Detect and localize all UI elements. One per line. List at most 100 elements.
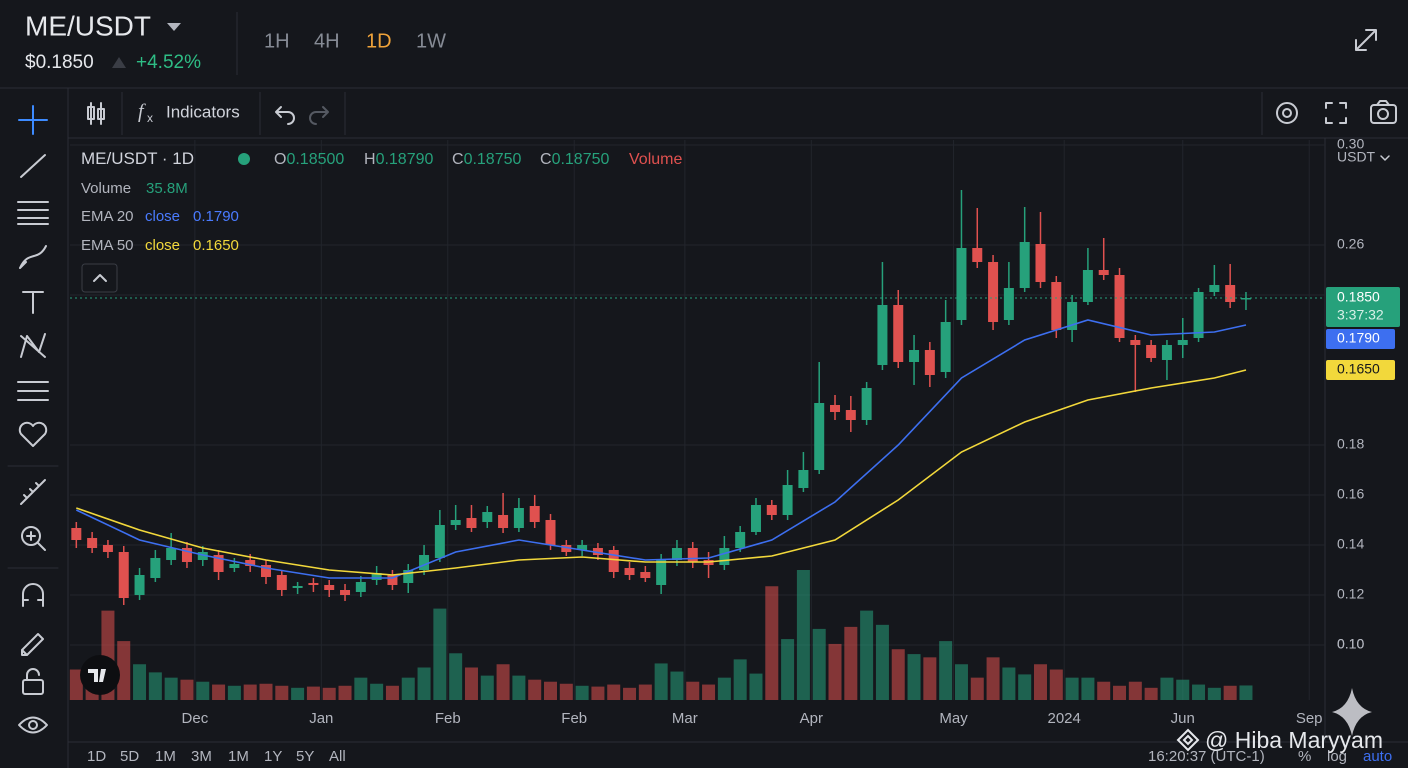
range-button[interactable]: 1D [87, 748, 106, 765]
range-button[interactable]: All [329, 748, 346, 765]
trend-line-tool[interactable] [20, 154, 46, 178]
zoom-tool[interactable] [21, 526, 41, 546]
volume-bar [623, 687, 637, 700]
candle-body [1067, 302, 1078, 330]
legend-ema50: EMA 50 close 0.1650 [81, 237, 239, 254]
screenshot[interactable] [1370, 100, 1397, 124]
indicators-icon[interactable]: f [138, 101, 146, 123]
ohlc-key: C [540, 151, 552, 168]
sparkle [1332, 688, 1372, 736]
volume-bar [354, 677, 368, 700]
candle-body [513, 508, 524, 528]
settings[interactable] [1276, 102, 1298, 124]
volume-bar [654, 663, 668, 700]
percent-toggle[interactable]: % [1298, 748, 1311, 765]
timeframe[interactable]: 4H [314, 30, 340, 52]
chart-type-icon[interactable] [87, 102, 105, 125]
volume-bar [607, 684, 621, 700]
volume-bar [401, 677, 415, 700]
ruler-tool[interactable] [20, 479, 46, 505]
candle-body [403, 570, 414, 583]
volume-bar [1192, 684, 1206, 700]
visibility-tool[interactable] [18, 716, 48, 734]
range-button[interactable]: 3M [191, 748, 212, 765]
range-button[interactable]: 1M [228, 748, 249, 765]
lock-tool[interactable] [22, 679, 44, 695]
timeframe[interactable]: 1H [264, 30, 290, 52]
candle-body [940, 322, 951, 372]
candle-body [434, 525, 445, 558]
crosshair-tool[interactable] [18, 105, 48, 135]
candle-body [118, 552, 129, 598]
candle-body [1051, 282, 1062, 330]
volume-bar [939, 641, 953, 700]
candle-body [498, 515, 509, 528]
text-tool[interactable] [22, 291, 44, 314]
volume-bar [749, 673, 763, 700]
ema-line [75, 319, 1247, 579]
candle-body [87, 538, 98, 548]
volume-bar [117, 641, 131, 700]
volume-bar [923, 657, 937, 700]
y-tick-label: 0.18 [1337, 436, 1364, 452]
range-button[interactable]: 1M [155, 748, 176, 765]
y-tick-label: 0.10 [1337, 636, 1364, 652]
volume-bar [559, 683, 573, 700]
fullscreen-icon[interactable] [1355, 29, 1377, 51]
volume-bar [954, 664, 968, 700]
currency-dropdown[interactable] [1380, 155, 1390, 161]
undo[interactable] [275, 106, 295, 125]
volume-bar [528, 679, 542, 700]
volume-bar [891, 649, 905, 700]
candle-body [608, 550, 619, 572]
volume-bar [875, 624, 889, 700]
candle-body [814, 403, 825, 470]
candle-body [340, 590, 351, 595]
candle-body [1003, 288, 1014, 320]
symbol[interactable]: ME/USDT [25, 10, 151, 41]
range-button[interactable]: 1Y [264, 748, 282, 765]
symbol-dropdown[interactable] [167, 23, 181, 31]
magnet-tool[interactable] [22, 583, 44, 607]
fib-tool[interactable] [17, 201, 49, 225]
candle-body [1161, 345, 1172, 360]
volume-bar [259, 683, 273, 700]
brush-tool[interactable] [19, 245, 47, 269]
fullscreen[interactable] [1325, 102, 1347, 124]
lock-drawing-tool[interactable] [21, 633, 44, 656]
forecast-tool[interactable] [17, 381, 49, 401]
volume-bar [1160, 677, 1174, 700]
volume-bar [196, 681, 210, 700]
candle-body [450, 520, 461, 525]
range-button[interactable]: 5Y [296, 748, 314, 765]
currency[interactable]: USDT [1337, 149, 1376, 165]
ohlc-value: 0.18500 [286, 151, 344, 168]
collapse-legend[interactable] [81, 263, 118, 293]
timeframe[interactable]: 1W [416, 30, 446, 52]
volume-bar [1081, 677, 1095, 700]
candle-body [877, 305, 888, 365]
volume-bar [1049, 669, 1063, 700]
y-tick-label: 0.26 [1337, 236, 1364, 252]
candle-body [893, 305, 904, 362]
pattern-tool[interactable] [20, 333, 46, 358]
candle-body [750, 505, 761, 532]
volume-bar [1128, 681, 1142, 700]
candle-body [909, 350, 920, 362]
legend-volume: Volume 35.8M [81, 180, 188, 197]
indicators-icon[interactable]: x [147, 111, 153, 125]
indicators-button[interactable]: Indicators [166, 102, 240, 121]
favorites-tool[interactable] [18, 421, 48, 447]
x-tick-label: Sep [1296, 710, 1323, 727]
ohlc-key: O [274, 151, 286, 168]
candle-body [972, 248, 983, 262]
candle-body [229, 564, 240, 568]
auto-toggle[interactable]: auto [1363, 748, 1392, 765]
log-toggle[interactable]: log [1327, 748, 1347, 765]
redo[interactable] [309, 106, 329, 125]
legend-volume-value: 35.8M [146, 180, 188, 197]
range-button[interactable]: 5D [120, 748, 139, 765]
change-arrow [112, 57, 126, 68]
candle-body [102, 545, 113, 552]
timeframe-active[interactable]: 1D [366, 30, 392, 52]
